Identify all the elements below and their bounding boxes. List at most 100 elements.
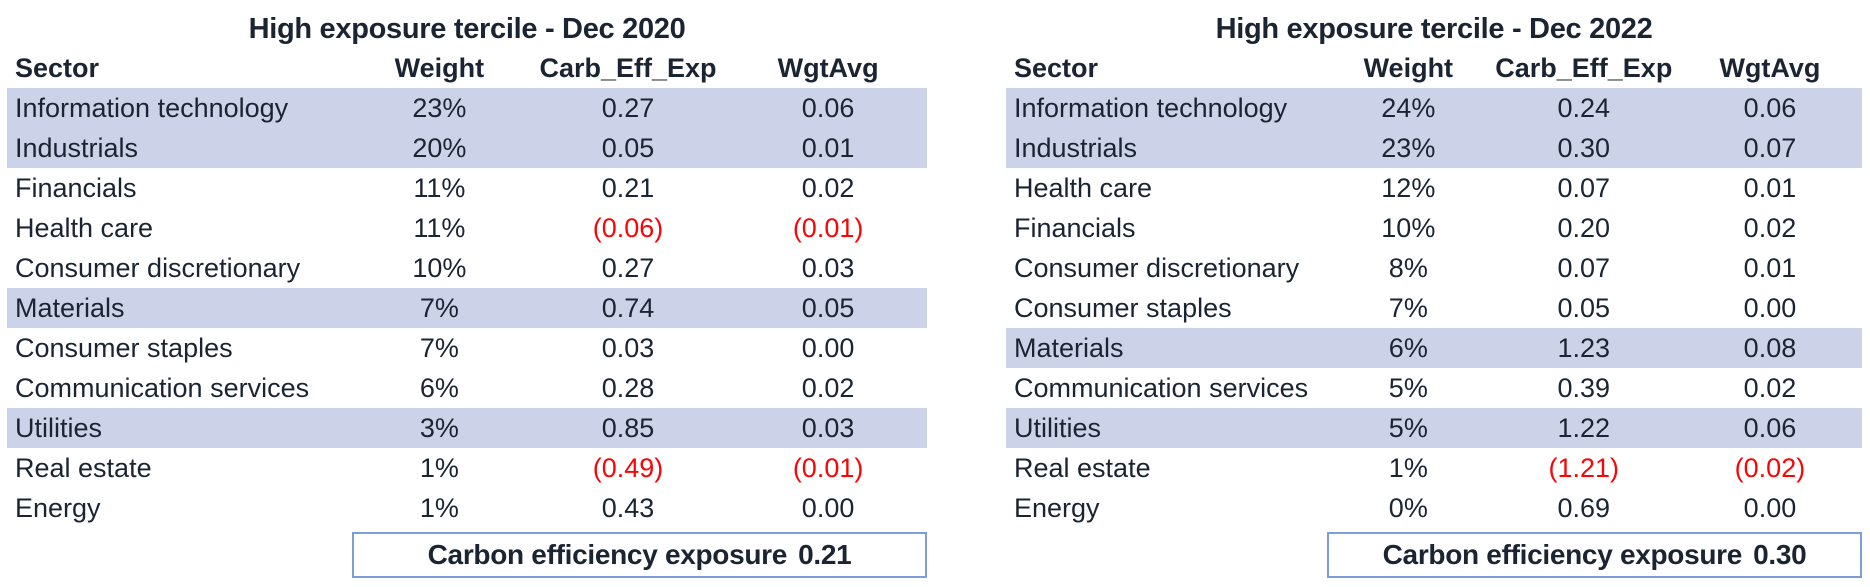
sector-cell: Communication services [1014, 372, 1309, 403]
column-header-sector: Sector [15, 52, 100, 83]
column-header-carb-eff-exp: Carb_Eff_Exp [1495, 52, 1673, 83]
wgtavg-cell: 0.08 [1743, 332, 1797, 363]
weight-cell: 7% [419, 292, 459, 323]
wgtavg-cell: (0.01) [792, 212, 864, 243]
carb-eff-exp-cell: 0.20 [1557, 212, 1611, 243]
wgtavg-cell: (0.02) [1734, 452, 1806, 483]
table-body: Information technology 24% 0.24 0.06 Ind… [1006, 88, 1862, 528]
carbon-efficiency-exposure-value: 0.21 [798, 539, 852, 570]
wgtavg-cell: 0.01 [1743, 172, 1797, 203]
carbon-efficiency-exposure-label: Carbon efficiency exposure [1382, 539, 1743, 570]
wgtavg-cell: 0.03 [801, 252, 855, 283]
wgtavg-cell: 0.03 [801, 412, 855, 443]
column-header-carb-eff-exp: Carb_Eff_Exp [539, 52, 717, 83]
wgtavg-cell: 0.05 [801, 292, 855, 323]
carbon-efficiency-exposure-box: Carbon efficiency exposure 0.21 [352, 532, 927, 578]
sector-cell: Consumer discretionary [15, 252, 301, 283]
weight-cell: 6% [419, 372, 459, 403]
column-header-wgtavg: WgtAvg [777, 52, 879, 83]
sector-cell: Real estate [1014, 452, 1151, 483]
wgtavg-cell: 0.00 [801, 332, 855, 363]
wgtavg-cell: 0.02 [801, 172, 855, 203]
table-row: Information technology 23% 0.27 0.06 [7, 88, 927, 128]
weight-cell: 6% [1388, 332, 1428, 363]
weight-cell: 7% [1388, 292, 1428, 323]
table-title: High exposure tercile - Dec 2020 [248, 13, 686, 45]
table-header-row: Sector Weight Carb_Eff_Exp WgtAvg [1006, 48, 1862, 88]
weight-cell: 23% [1381, 132, 1436, 163]
table-title: High exposure tercile - Dec 2022 [1215, 13, 1653, 45]
column-header-weight: Weight [1363, 52, 1454, 83]
carb-eff-exp-cell: 0.27 [601, 252, 655, 283]
exposure-table: High exposure tercile - Dec 2022 Sector … [1006, 10, 1862, 578]
weight-cell: 0% [1388, 492, 1428, 523]
carb-eff-exp-cell: 0.24 [1557, 92, 1611, 123]
table-row: Real estate 1% (0.49) (0.01) [7, 448, 927, 488]
table-row: Communication services 6% 0.28 0.02 [7, 368, 927, 408]
carb-eff-exp-cell: 0.28 [601, 372, 655, 403]
sector-cell: Industrials [15, 132, 139, 163]
weight-cell: 5% [1388, 372, 1428, 403]
sector-cell: Information technology [1014, 92, 1288, 123]
table-row: Real estate 1% (1.21) (0.02) [1006, 448, 1862, 488]
sector-cell: Communication services [15, 372, 310, 403]
footer-row: Carbon efficiency exposure 0.30 [1006, 532, 1862, 578]
weight-cell: 1% [419, 452, 459, 483]
wgtavg-cell: (0.01) [792, 452, 864, 483]
sector-cell: Real estate [15, 452, 152, 483]
weight-cell: 20% [412, 132, 467, 163]
weight-cell: 24% [1381, 92, 1436, 123]
carb-eff-exp-cell: 0.27 [601, 92, 655, 123]
table-row: Health care 12% 0.07 0.01 [1006, 168, 1862, 208]
footer-row: Carbon efficiency exposure 0.21 [7, 532, 927, 578]
wgtavg-cell: 0.00 [801, 492, 855, 523]
table-row: Health care 11% (0.06) (0.01) [7, 208, 927, 248]
wgtavg-cell: 0.01 [801, 132, 855, 163]
wgtavg-cell: 0.02 [1743, 372, 1797, 403]
table-row: Utilities 3% 0.85 0.03 [7, 408, 927, 448]
weight-cell: 7% [419, 332, 459, 363]
weight-cell: 11% [413, 212, 466, 243]
carbon-efficiency-exposure-value: 0.30 [1753, 539, 1807, 570]
carb-eff-exp-cell: 0.05 [601, 132, 655, 163]
sector-cell: Health care [1014, 172, 1153, 203]
sector-cell: Consumer discretionary [1014, 252, 1300, 283]
sector-cell: Materials [1014, 332, 1124, 363]
sector-cell: Utilities [15, 412, 103, 443]
weight-cell: 3% [419, 412, 459, 443]
carb-eff-exp-cell: 0.69 [1557, 492, 1611, 523]
carb-eff-exp-cell: 0.30 [1557, 132, 1611, 163]
carbon-efficiency-exposure-label: Carbon efficiency exposure [427, 539, 788, 570]
carb-eff-exp-cell: 0.07 [1557, 172, 1611, 203]
exposure-table: High exposure tercile - Dec 2020 Sector … [7, 10, 927, 578]
wgtavg-cell: 0.06 [801, 92, 855, 123]
weight-cell: 8% [1388, 252, 1428, 283]
table-row: Financials 10% 0.20 0.02 [1006, 208, 1862, 248]
carb-eff-exp-cell: (0.06) [592, 212, 664, 243]
wgtavg-cell: 0.06 [1743, 92, 1797, 123]
carb-eff-exp-cell: 0.05 [1557, 292, 1611, 323]
sector-cell: Health care [15, 212, 154, 243]
carb-eff-exp-cell: 0.21 [601, 172, 655, 203]
sector-cell: Utilities [1014, 412, 1102, 443]
sector-cell: Energy [15, 492, 101, 523]
weight-cell: 5% [1388, 412, 1428, 443]
sector-cell: Energy [1014, 492, 1100, 523]
table-row: Consumer discretionary 8% 0.07 0.01 [1006, 248, 1862, 288]
table-row: Industrials 20% 0.05 0.01 [7, 128, 927, 168]
table-row: Industrials 23% 0.30 0.07 [1006, 128, 1862, 168]
table-row: Consumer staples 7% 0.05 0.00 [1006, 288, 1862, 328]
column-header-sector: Sector [1014, 52, 1099, 83]
table-row: Energy 1% 0.43 0.00 [7, 488, 927, 528]
sector-cell: Industrials [1014, 132, 1138, 163]
table-row: Materials 7% 0.74 0.05 [7, 288, 927, 328]
column-header-weight: Weight [394, 52, 485, 83]
table-row: Communication services 5% 0.39 0.02 [1006, 368, 1862, 408]
carb-eff-exp-cell: 0.07 [1557, 252, 1611, 283]
weight-cell: 10% [1381, 212, 1436, 243]
carb-eff-exp-cell: 0.43 [601, 492, 655, 523]
carb-eff-exp-cell: 0.03 [601, 332, 655, 363]
wgtavg-cell: 0.07 [1743, 132, 1797, 163]
table-row: Materials 6% 1.23 0.08 [1006, 328, 1862, 368]
